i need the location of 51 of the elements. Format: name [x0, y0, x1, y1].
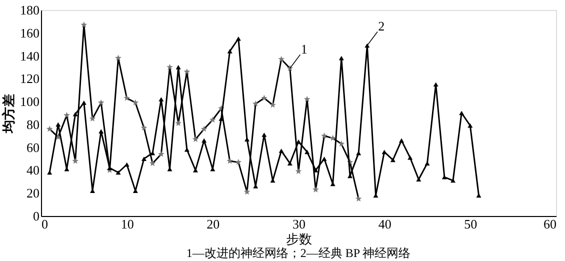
- annotation: 2: [378, 18, 385, 34]
- x-tick-label: 40: [378, 216, 392, 232]
- point: [296, 139, 301, 144]
- y-tick-label: 60: [26, 140, 40, 155]
- x-axis-title: 步数: [286, 232, 312, 246]
- point: [227, 49, 232, 54]
- point: [416, 177, 422, 182]
- point: [278, 148, 284, 153]
- y-tick-label: 20: [26, 186, 40, 201]
- point: [424, 161, 430, 166]
- point: [116, 170, 121, 175]
- point: [202, 138, 207, 143]
- point: [47, 170, 52, 175]
- point: [338, 56, 344, 60]
- point: [313, 168, 318, 172]
- y-tick-label: 40: [26, 162, 40, 178]
- point: [382, 150, 387, 154]
- point: [158, 97, 164, 102]
- point: [399, 138, 404, 143]
- annotation: 1: [300, 41, 308, 56]
- point: [390, 158, 396, 162]
- point: [468, 123, 473, 128]
- point: [408, 155, 413, 160]
- point: [81, 100, 86, 105]
- x-tick-label: 50: [464, 216, 478, 232]
- point: [72, 112, 78, 116]
- y-tick-label: 120: [20, 71, 40, 86]
- point: [304, 150, 310, 154]
- point: [322, 156, 327, 161]
- point: [176, 65, 181, 70]
- y-tick-label: 140: [20, 48, 40, 64]
- point: [56, 122, 61, 127]
- text: 1—改进的神经网络；2—经典 BP 神经网络: [186, 246, 411, 260]
- point: [262, 132, 267, 137]
- point: [287, 161, 292, 166]
- y-tick-label: 180: [20, 2, 40, 18]
- x-tick-label: 60: [544, 216, 556, 232]
- y-tick-label: 80: [26, 116, 40, 132]
- point: [142, 156, 146, 161]
- point: [236, 36, 241, 41]
- point: [433, 82, 438, 87]
- point: [476, 193, 482, 198]
- x-tick-label: 20: [206, 216, 220, 232]
- x-tick-label: 10: [120, 216, 134, 232]
- y-tick-label: 160: [20, 25, 40, 40]
- point: [124, 162, 130, 167]
- x-tick-label: 30: [292, 216, 306, 232]
- y-axis-title: 均方差: [1, 94, 16, 134]
- y-tick-label: 100: [20, 94, 40, 110]
- point: [459, 110, 464, 116]
- point: [98, 129, 104, 134]
